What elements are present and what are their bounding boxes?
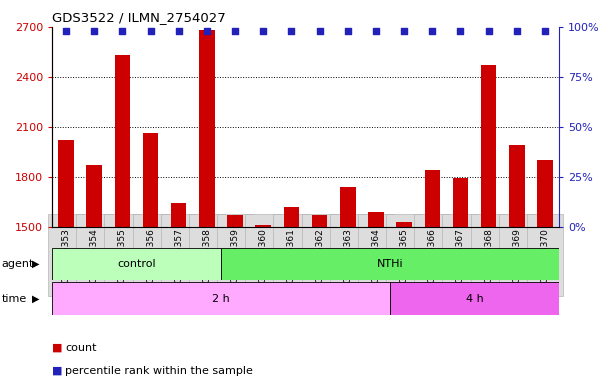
Bar bbox=[143, 133, 158, 384]
Point bbox=[343, 28, 353, 34]
Bar bbox=[537, 160, 553, 384]
Text: agent: agent bbox=[2, 259, 34, 269]
Point bbox=[315, 28, 324, 34]
Text: 2 h: 2 h bbox=[212, 293, 230, 304]
Bar bbox=[171, 203, 186, 384]
Point bbox=[540, 28, 550, 34]
Point bbox=[61, 28, 71, 34]
Text: ▶: ▶ bbox=[32, 293, 39, 304]
Bar bbox=[312, 215, 327, 384]
Text: control: control bbox=[117, 259, 156, 269]
Bar bbox=[52, 282, 390, 315]
Bar bbox=[481, 65, 496, 384]
Text: time: time bbox=[2, 293, 27, 304]
Point bbox=[258, 28, 268, 34]
Text: 4 h: 4 h bbox=[466, 293, 483, 304]
Bar bbox=[52, 248, 221, 280]
Point bbox=[230, 28, 240, 34]
Bar bbox=[425, 170, 440, 384]
Bar bbox=[340, 187, 356, 384]
Point bbox=[287, 28, 296, 34]
Bar bbox=[86, 165, 102, 384]
Bar bbox=[255, 225, 271, 384]
Point bbox=[174, 28, 184, 34]
Bar bbox=[199, 30, 214, 384]
Bar bbox=[227, 215, 243, 384]
Bar bbox=[368, 212, 384, 384]
Point bbox=[117, 28, 127, 34]
Point bbox=[89, 28, 99, 34]
Text: ■: ■ bbox=[52, 343, 62, 353]
Text: ▶: ▶ bbox=[32, 259, 39, 269]
Point bbox=[484, 28, 494, 34]
Bar bbox=[115, 55, 130, 384]
Bar bbox=[509, 145, 525, 384]
Bar bbox=[221, 248, 559, 280]
Text: NTHi: NTHi bbox=[377, 259, 403, 269]
Text: percentile rank within the sample: percentile rank within the sample bbox=[65, 366, 253, 376]
Point bbox=[512, 28, 522, 34]
Text: GDS3522 / ILMN_2754027: GDS3522 / ILMN_2754027 bbox=[52, 11, 225, 24]
Text: count: count bbox=[65, 343, 97, 353]
Point bbox=[428, 28, 437, 34]
Point bbox=[145, 28, 155, 34]
Bar bbox=[284, 207, 299, 384]
Bar bbox=[58, 140, 74, 384]
Bar bbox=[390, 282, 559, 315]
Point bbox=[371, 28, 381, 34]
Point bbox=[399, 28, 409, 34]
Text: ■: ■ bbox=[52, 366, 62, 376]
Bar bbox=[397, 222, 412, 384]
Point bbox=[202, 28, 212, 34]
Bar bbox=[453, 178, 468, 384]
Point bbox=[456, 28, 466, 34]
